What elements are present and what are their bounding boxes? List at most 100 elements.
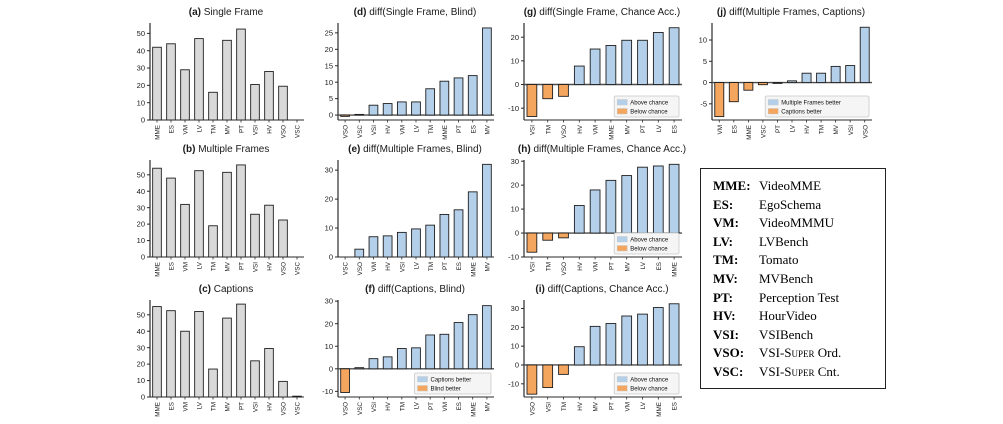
bar-HV (382, 235, 393, 258)
bar-PT (637, 39, 648, 85)
bar-HV (573, 205, 585, 234)
y-tick-label: 30 (511, 304, 519, 313)
x-tick-label: VSO (561, 125, 568, 138)
x-tick-label: LV (640, 261, 647, 269)
chart-h-title: (h) diff(Multiple Frames, Chance Acc.) (498, 143, 688, 156)
bar-LV (411, 347, 421, 370)
abbrev-row-vsi: VSI: VSIBench (713, 326, 885, 345)
abbrev-row-es: ES: EgoSchema (713, 196, 885, 215)
bar-VSC (354, 113, 365, 116)
chart-title-text: diff(Multiple Frames, Blind) (363, 144, 482, 155)
bar-MME (652, 307, 664, 366)
y-tick-label: 10 (325, 224, 333, 233)
bar-MME (668, 163, 680, 234)
x-tick-label: VSI (545, 402, 552, 412)
legend-item-label: Above chance (630, 238, 669, 244)
x-tick-label: LV (197, 124, 204, 132)
x-tick-label: TM (211, 402, 218, 411)
y-tick-label: 0 (329, 364, 333, 373)
y-tick-label: 0 (515, 361, 519, 370)
bar-PT (236, 28, 246, 121)
x-tick-label: PT (640, 125, 647, 133)
bar-PT (236, 164, 246, 258)
x-tick-label: VSI (253, 262, 260, 272)
legend-swatch-blue (417, 376, 428, 383)
legend-item-label: Below chance (630, 110, 668, 116)
y-tick-label: 50 (137, 170, 145, 179)
abbrev-definition: VideoMMMU (759, 215, 835, 231)
bar-TM (208, 225, 218, 258)
bar-MME (743, 82, 754, 91)
chart-b-title: (b) Multiple Frames (124, 143, 310, 156)
x-tick-label: MME (155, 402, 162, 417)
bar-MV (830, 65, 841, 84)
bar-HV (264, 348, 274, 398)
abbrev-smallcaps: VSI-Super (759, 345, 815, 361)
bar-VSO (340, 114, 350, 117)
x-tick-label: VSI (253, 125, 260, 135)
chart-legend-box (414, 372, 492, 395)
bar-PT (605, 323, 617, 366)
bar-MME (467, 191, 478, 258)
bar-VSI (542, 364, 554, 389)
legend-item-label: Below chance (630, 387, 668, 393)
abbrev-definition: VSI-Super Ord. (759, 345, 842, 361)
y-tick-label: 30 (137, 343, 145, 352)
bar-ES (652, 165, 664, 234)
chart-a-title: (a) Single Frame (124, 6, 310, 19)
bar-VSI (845, 65, 856, 84)
bar-PT (772, 82, 783, 84)
x-tick-label: TM (545, 125, 552, 134)
bar-TM (396, 348, 407, 370)
abbrev-definition: VSI-Super Cnt. (759, 363, 840, 379)
x-tick-label: HV (267, 261, 274, 271)
x-tick-label: HV (577, 401, 584, 411)
bar-VSI (396, 231, 407, 258)
abbrev-row-lv: LV: LVBench (713, 233, 885, 252)
x-tick-label: VM (717, 125, 724, 134)
x-tick-label: VM (399, 125, 406, 134)
x-tick-label: PT (239, 402, 246, 410)
x-tick-label: VSC (357, 125, 364, 138)
x-tick-label: VSO (281, 402, 288, 415)
chart-label: (g) (523, 7, 540, 18)
y-tick-label: -5 (700, 99, 707, 108)
chart-h-plot: -10 0 10 20 30 VSI TM VSO HV VM PT MV LV ES MME Above c… (508, 157, 682, 277)
abbrev-definition: MVBench (759, 270, 814, 286)
y-tick-label: 20 (137, 81, 145, 90)
x-tick-label: LV (197, 261, 204, 269)
x-tick-label: VSO (343, 125, 350, 138)
x-tick-label: ES (169, 402, 176, 410)
bar-TM (208, 91, 218, 121)
x-tick-label: MME (470, 262, 477, 277)
x-tick-label: VSI (530, 262, 537, 272)
x-tick-label: MV (624, 261, 631, 271)
bar-MME (467, 314, 478, 370)
bar-VSI (250, 213, 260, 258)
bar-ES (668, 303, 680, 366)
legend-swatch-orange (417, 385, 428, 392)
bar-VSO (278, 85, 288, 121)
x-tick-label: VSO (530, 402, 537, 415)
chart-title-text: diff(Single Frame, Blind) (369, 7, 477, 18)
chart-g-title: (g) diff(Single Frame, Chance Acc.) (498, 6, 688, 19)
x-tick-label: TM (428, 125, 435, 134)
y-tick-label: 10 (325, 342, 333, 351)
chart-b-multiple-frames: (b) Multiple Frames 0 10 20 30 40 50 MME ES VM LV T… (124, 143, 310, 286)
chart-g-diff-single-frame-chance: (g) diff(Single Frame, Chance Acc.) -10 0 1… (498, 6, 688, 149)
y-tick-label: 50 (137, 29, 145, 38)
x-tick-label: VM (442, 402, 449, 411)
y-tick-label: -10 (508, 379, 519, 388)
x-tick-label: MME (442, 125, 449, 140)
abbrev-row-vso: VSO: VSI-Super Ord. (713, 344, 885, 363)
abbrev-definition: HourVideo (759, 308, 817, 324)
x-tick-label: VSI (530, 125, 537, 135)
bar-TM (425, 224, 436, 258)
chart-a-single-frame: (a) Single Frame 0 10 20 30 40 50 MME ES VM LV TM MV… (124, 6, 310, 149)
bar-MME (152, 167, 162, 258)
bar-PT (453, 77, 464, 116)
x-tick-label: TM (211, 262, 218, 271)
chart-label: (i) (535, 284, 548, 295)
chart-label: (d) (353, 7, 370, 18)
x-tick-label: VSI (848, 125, 855, 135)
